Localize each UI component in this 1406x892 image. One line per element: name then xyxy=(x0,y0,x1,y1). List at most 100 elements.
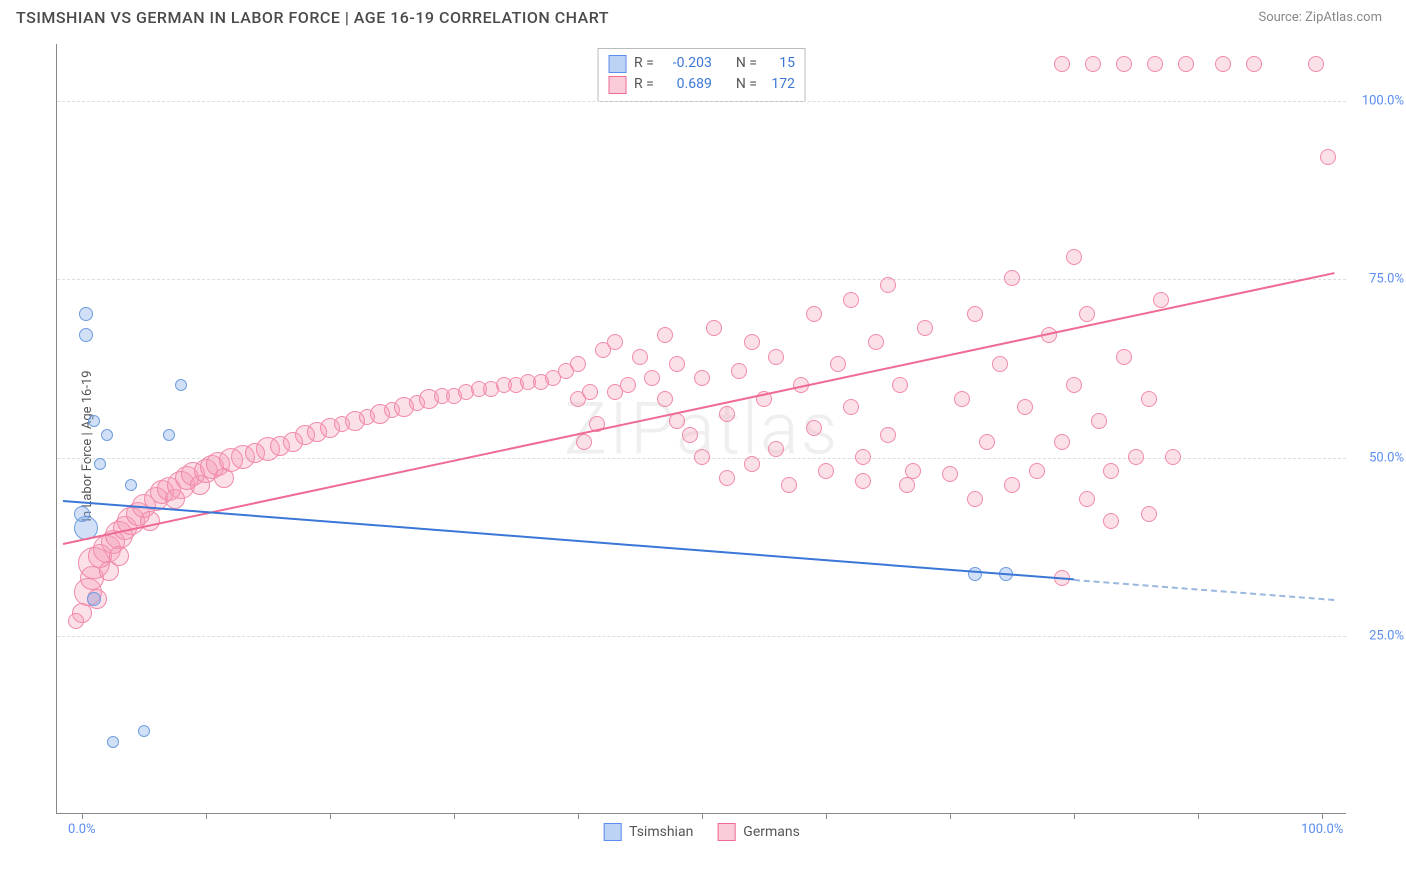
scatter-point xyxy=(682,427,698,443)
r-label: R = xyxy=(634,74,654,95)
scatter-point xyxy=(657,391,673,407)
scatter-point xyxy=(107,736,119,748)
x-tick xyxy=(330,813,331,819)
y-tick-label: 50.0% xyxy=(1369,450,1404,465)
source-label: Source: ZipAtlas.com xyxy=(1258,10,1382,25)
r-label: R = xyxy=(634,53,654,74)
scatter-point xyxy=(694,449,710,465)
scatter-point xyxy=(101,429,113,441)
x-tick xyxy=(82,813,83,819)
scatter-point xyxy=(899,477,915,493)
scatter-point xyxy=(806,420,822,436)
scatter-point xyxy=(644,370,660,386)
chart-plot-area: ZIPatlas R = -0.203 N = 15 R = 0.689 N =… xyxy=(56,44,1346,814)
scatter-point xyxy=(1116,349,1132,365)
scatter-point xyxy=(1165,449,1181,465)
legend-label: Tsimshian xyxy=(629,824,693,840)
scatter-point xyxy=(706,320,722,336)
scatter-point xyxy=(968,567,982,581)
scatter-point xyxy=(1091,413,1107,429)
n-label: N = xyxy=(736,53,757,74)
scatter-point xyxy=(138,725,150,737)
scatter-point xyxy=(917,320,933,336)
scatter-point xyxy=(1103,463,1119,479)
scatter-point xyxy=(1308,56,1324,72)
scatter-point xyxy=(1066,377,1082,393)
scatter-point xyxy=(768,441,784,457)
scatter-point xyxy=(1215,56,1231,72)
scatter-point xyxy=(818,463,834,479)
scatter-point xyxy=(967,306,983,322)
x-tick xyxy=(578,813,579,819)
swatch-blue-icon xyxy=(608,55,626,73)
scatter-point xyxy=(967,491,983,507)
scatter-point xyxy=(1079,491,1095,507)
scatter-point xyxy=(1054,434,1070,450)
scatter-point xyxy=(719,470,735,486)
scatter-point xyxy=(1085,56,1101,72)
scatter-point xyxy=(74,506,90,522)
trend-line-tsimshian-extrap xyxy=(1074,579,1335,601)
scatter-point xyxy=(843,399,859,415)
scatter-point xyxy=(163,429,175,441)
scatter-point xyxy=(1178,56,1194,72)
scatter-point xyxy=(1320,149,1336,165)
scatter-point xyxy=(1147,56,1163,72)
scatter-point xyxy=(570,356,586,372)
scatter-point xyxy=(657,327,673,343)
scatter-point xyxy=(1246,56,1262,72)
scatter-point xyxy=(744,456,760,472)
x-tick xyxy=(950,813,951,819)
scatter-point xyxy=(744,334,760,350)
scatter-point xyxy=(942,466,958,482)
x-tick xyxy=(454,813,455,819)
scatter-point xyxy=(669,356,685,372)
gridline xyxy=(57,101,1346,102)
scatter-point xyxy=(1004,477,1020,493)
scatter-point xyxy=(576,434,592,450)
scatter-point xyxy=(1153,292,1169,308)
scatter-point xyxy=(768,349,784,365)
scatter-point xyxy=(1079,306,1095,322)
scatter-point xyxy=(1116,56,1132,72)
bottom-legend: Tsimshian Germans xyxy=(603,823,800,841)
x-tick xyxy=(702,813,703,819)
scatter-point xyxy=(88,415,100,427)
scatter-point xyxy=(79,328,93,342)
n-value: 15 xyxy=(765,53,795,74)
x-tick-label: 100.0% xyxy=(1301,822,1343,837)
scatter-point xyxy=(79,307,93,321)
swatch-blue-icon xyxy=(603,823,621,841)
scatter-point xyxy=(880,427,896,443)
scatter-point xyxy=(175,379,187,391)
x-tick xyxy=(826,813,827,819)
swatch-pink-icon xyxy=(717,823,735,841)
scatter-point xyxy=(855,449,871,465)
r-value: 0.689 xyxy=(662,74,712,95)
correlation-row: R = -0.203 N = 15 xyxy=(608,53,795,74)
scatter-point xyxy=(992,356,1008,372)
scatter-point xyxy=(855,473,871,489)
x-tick xyxy=(1198,813,1199,819)
legend-item: Tsimshian xyxy=(603,823,693,841)
scatter-point xyxy=(1103,513,1119,529)
scatter-point xyxy=(954,391,970,407)
scatter-point xyxy=(781,477,797,493)
gridline xyxy=(57,279,1346,280)
legend-item: Germans xyxy=(717,823,800,841)
scatter-point xyxy=(830,356,846,372)
scatter-point xyxy=(125,479,137,491)
scatter-point xyxy=(607,334,623,350)
y-tick-label: 25.0% xyxy=(1369,628,1404,643)
scatter-point xyxy=(582,384,598,400)
scatter-point xyxy=(892,377,908,393)
legend-label: Germans xyxy=(743,824,800,840)
scatter-point xyxy=(1054,56,1070,72)
chart-title: TSIMSHIAN VS GERMAN IN LABOR FORCE | AGE… xyxy=(16,8,609,27)
trend-line-germans xyxy=(63,272,1335,545)
scatter-point xyxy=(1066,249,1082,265)
x-tick xyxy=(1322,813,1323,819)
scatter-point xyxy=(87,592,101,606)
scatter-point xyxy=(843,292,859,308)
scatter-point xyxy=(1029,463,1045,479)
